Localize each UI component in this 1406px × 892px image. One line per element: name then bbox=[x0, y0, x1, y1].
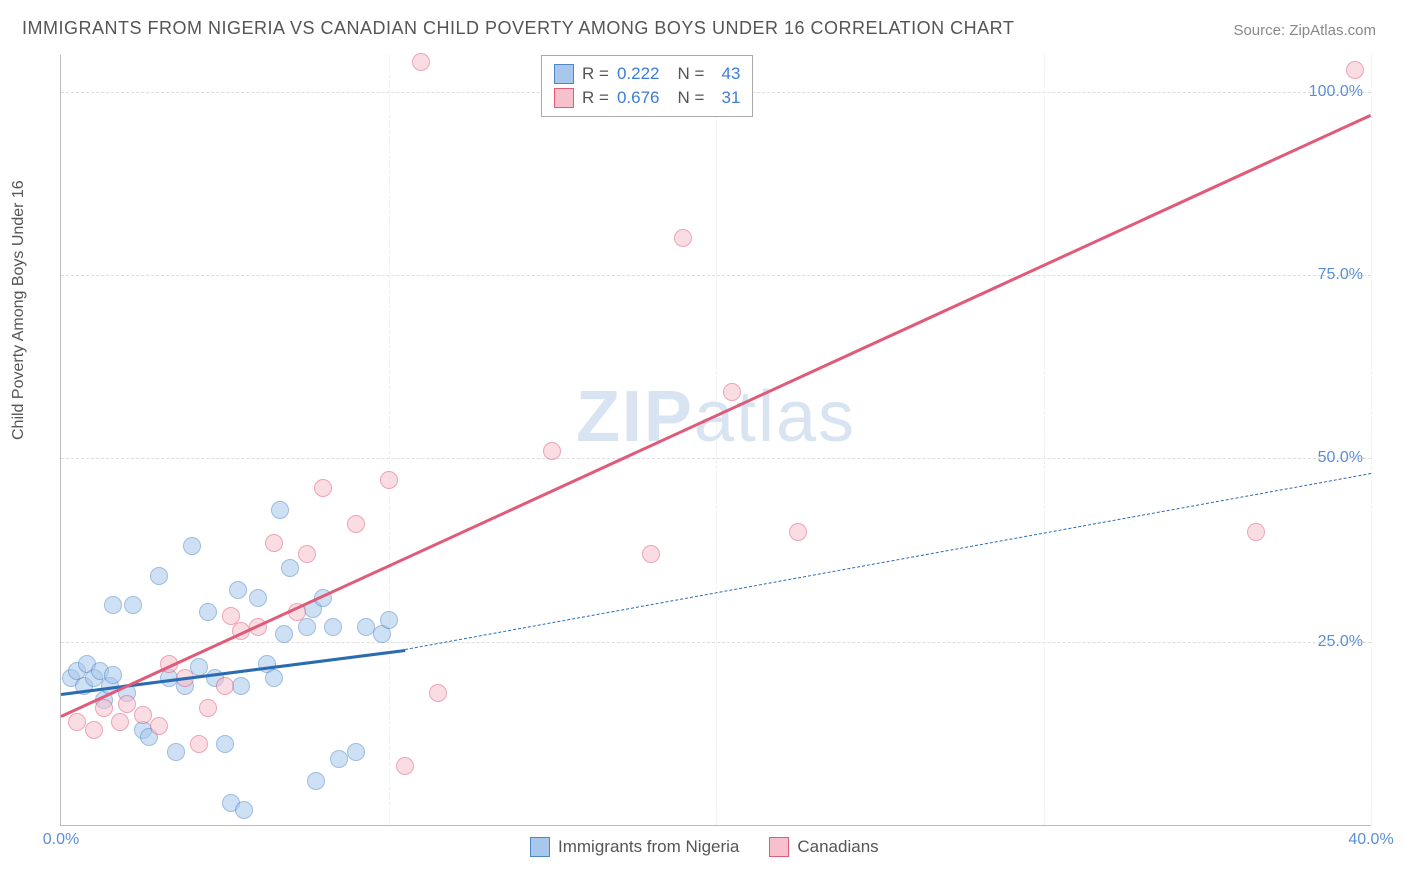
data-point-canadians bbox=[789, 523, 807, 541]
data-point-nigeria bbox=[232, 677, 250, 695]
data-point-canadians bbox=[199, 699, 217, 717]
data-point-nigeria bbox=[298, 618, 316, 636]
data-point-nigeria bbox=[150, 567, 168, 585]
data-point-nigeria bbox=[104, 596, 122, 614]
data-point-canadians bbox=[543, 442, 561, 460]
data-point-canadians bbox=[134, 706, 152, 724]
data-point-canadians bbox=[396, 757, 414, 775]
data-point-nigeria bbox=[281, 559, 299, 577]
n-label: N = bbox=[677, 86, 704, 110]
r-label: R = bbox=[582, 86, 609, 110]
data-point-nigeria bbox=[330, 750, 348, 768]
data-point-canadians bbox=[68, 713, 86, 731]
y-tick-label: 25.0% bbox=[1318, 633, 1363, 651]
data-point-canadians bbox=[347, 515, 365, 533]
data-point-canadians bbox=[429, 684, 447, 702]
data-point-nigeria bbox=[104, 666, 122, 684]
data-point-canadians bbox=[265, 534, 283, 552]
data-point-canadians bbox=[1346, 61, 1364, 79]
data-point-canadians bbox=[85, 721, 103, 739]
data-point-nigeria bbox=[265, 669, 283, 687]
r-label: R = bbox=[582, 62, 609, 86]
gridline-v bbox=[1044, 55, 1045, 825]
data-point-canadians bbox=[118, 695, 136, 713]
data-point-canadians bbox=[380, 471, 398, 489]
stats-row-canadians: R = 0.676 N = 31 bbox=[554, 86, 740, 110]
gridline-v bbox=[716, 55, 717, 825]
data-point-nigeria bbox=[183, 537, 201, 555]
trend-line bbox=[405, 473, 1371, 650]
x-tick-label: 0.0% bbox=[43, 831, 79, 849]
legend-item-nigeria: Immigrants from Nigeria bbox=[530, 837, 739, 857]
gridline-v bbox=[389, 55, 390, 825]
data-point-canadians bbox=[723, 383, 741, 401]
data-point-nigeria bbox=[124, 596, 142, 614]
data-point-nigeria bbox=[249, 589, 267, 607]
data-point-nigeria bbox=[167, 743, 185, 761]
data-point-nigeria bbox=[347, 743, 365, 761]
swatch-canadians bbox=[554, 88, 574, 108]
data-point-canadians bbox=[150, 717, 168, 735]
data-point-canadians bbox=[111, 713, 129, 731]
data-point-nigeria bbox=[229, 581, 247, 599]
chart-title: IMMIGRANTS FROM NIGERIA VS CANADIAN CHIL… bbox=[22, 18, 1014, 39]
swatch-nigeria bbox=[530, 837, 550, 857]
data-point-nigeria bbox=[380, 611, 398, 629]
swatch-canadians bbox=[769, 837, 789, 857]
y-tick-label: 50.0% bbox=[1318, 449, 1363, 467]
data-point-canadians bbox=[1247, 523, 1265, 541]
data-point-canadians bbox=[216, 677, 234, 695]
r-value: 0.222 bbox=[617, 62, 660, 86]
n-label: N = bbox=[677, 62, 704, 86]
data-point-nigeria bbox=[199, 603, 217, 621]
data-point-nigeria bbox=[271, 501, 289, 519]
legend-item-canadians: Canadians bbox=[769, 837, 878, 857]
bottom-legend: Immigrants from Nigeria Canadians bbox=[530, 837, 879, 857]
y-axis-label: Child Poverty Among Boys Under 16 bbox=[10, 180, 28, 440]
data-point-canadians bbox=[642, 545, 660, 563]
r-value: 0.676 bbox=[617, 86, 660, 110]
scatter-plot: ZIPatlas R =0.222N =43R =0.676N =31 25.0… bbox=[60, 55, 1371, 826]
n-value: 31 bbox=[712, 86, 740, 110]
data-point-nigeria bbox=[324, 618, 342, 636]
legend-label: Canadians bbox=[797, 837, 878, 857]
swatch-nigeria bbox=[554, 64, 574, 84]
data-point-canadians bbox=[314, 479, 332, 497]
data-point-nigeria bbox=[235, 801, 253, 819]
n-value: 43 bbox=[712, 62, 740, 86]
data-point-canadians bbox=[674, 229, 692, 247]
data-point-nigeria bbox=[216, 735, 234, 753]
legend-label: Immigrants from Nigeria bbox=[558, 837, 739, 857]
stats-box: R = 0.222 N = 43 R = 0.676 N = 31 bbox=[541, 55, 753, 117]
source-label: Source: ZipAtlas.com bbox=[1233, 22, 1376, 39]
gridline-v bbox=[1371, 55, 1372, 825]
watermark-bold: ZIP bbox=[576, 377, 694, 457]
y-tick-label: 75.0% bbox=[1318, 266, 1363, 284]
data-point-canadians bbox=[298, 545, 316, 563]
data-point-nigeria bbox=[357, 618, 375, 636]
data-point-canadians bbox=[412, 53, 430, 71]
x-tick-label: 40.0% bbox=[1348, 831, 1393, 849]
stats-row-nigeria: R = 0.222 N = 43 bbox=[554, 62, 740, 86]
y-tick-label: 100.0% bbox=[1309, 83, 1363, 101]
data-point-nigeria bbox=[275, 625, 293, 643]
data-point-nigeria bbox=[307, 772, 325, 790]
data-point-canadians bbox=[190, 735, 208, 753]
